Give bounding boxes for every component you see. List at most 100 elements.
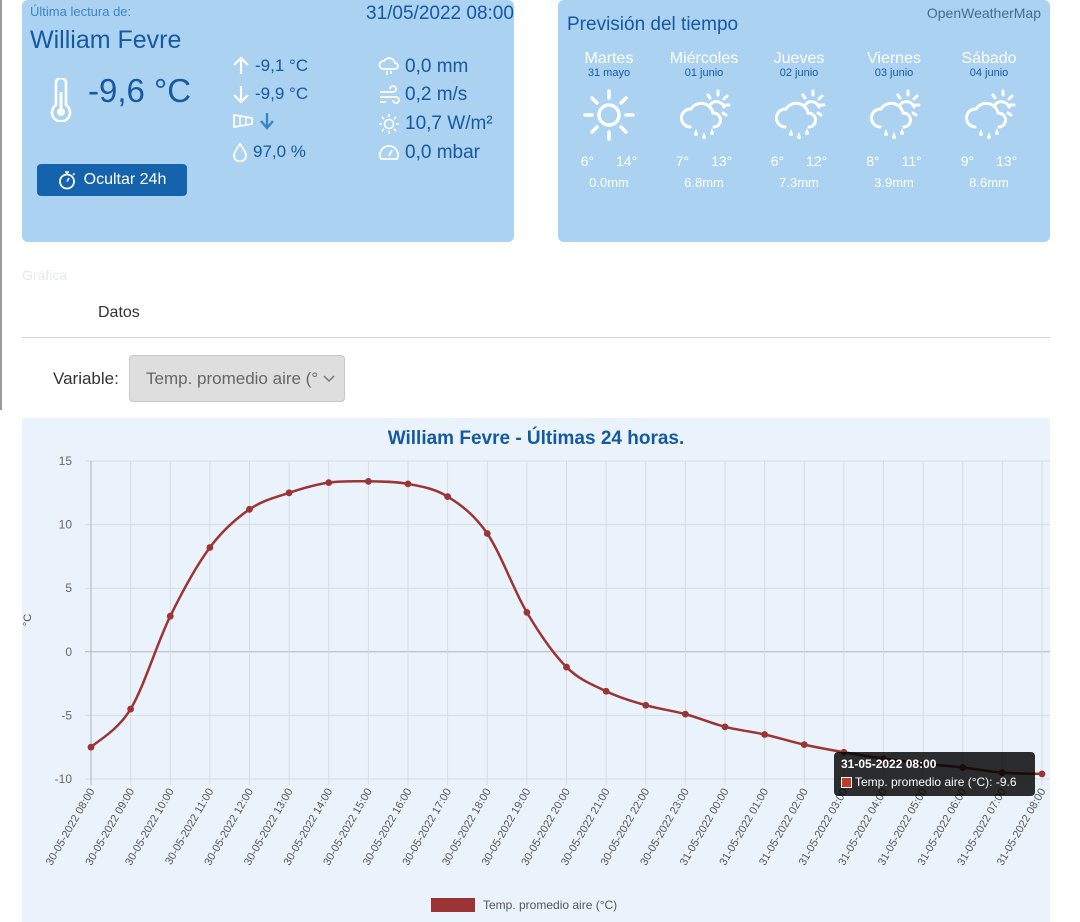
current-conditions-card: Última lectura de: 31/05/2022 08:00 Will… bbox=[22, 0, 514, 242]
forecast-max: 13° bbox=[996, 153, 1018, 169]
forecast-max: 14° bbox=[616, 153, 638, 169]
arrow-up-icon bbox=[233, 56, 249, 74]
chart-title: William Fevre - Últimas 24 horas. bbox=[387, 428, 685, 449]
chart-tooltip: 31-05-2022 08:00 Temp. promedio aire (°C… bbox=[834, 752, 1035, 796]
chart-legend[interactable]: Temp. promedio aire (°C) bbox=[431, 898, 617, 912]
forecast-day-name: Sábado bbox=[961, 50, 1017, 67]
y-tick-label: 15 bbox=[59, 454, 73, 468]
forecast-day-date: 04 junio bbox=[969, 67, 1009, 79]
y-tick-label: 10 bbox=[59, 518, 73, 532]
legend-label: Temp. promedio aire (°C) bbox=[483, 898, 618, 912]
sun-icon bbox=[583, 89, 635, 141]
y-tick-label: 5 bbox=[65, 581, 72, 595]
last-reading-label: Última lectura de: bbox=[30, 4, 132, 19]
forecast-day-date: 03 junio bbox=[874, 67, 914, 79]
wind-direction-arrow-icon bbox=[260, 113, 274, 130]
rain-sun-icon bbox=[965, 89, 1016, 139]
data-point bbox=[404, 480, 412, 488]
chart-panel: William Fevre - Últimas 24 horas. 15 10 5 0… bbox=[22, 418, 1050, 922]
forecast-min: 8° bbox=[866, 153, 880, 169]
variable-select[interactable]: Temp. promedio aire (° bbox=[129, 355, 345, 402]
y-tick-label: 0 bbox=[65, 645, 72, 659]
data-point bbox=[364, 477, 372, 485]
forecast-day-temps: 7° 13° bbox=[659, 153, 749, 169]
forecast-min: 7° bbox=[675, 153, 690, 169]
solar-radiation: 10,7 W/m² bbox=[405, 113, 493, 134]
windsock-icon bbox=[233, 113, 253, 129]
forecast-card: Previsión del tiempo OpenWeatherMap Mart… bbox=[558, 0, 1050, 242]
forecast-max: 12° bbox=[806, 153, 828, 169]
data-point bbox=[800, 741, 808, 749]
forecast-day-icon bbox=[849, 85, 939, 145]
tab-datos[interactable]: Datos bbox=[98, 304, 140, 321]
data-point bbox=[602, 687, 610, 695]
rain-cloud-icon bbox=[378, 57, 399, 75]
forecast-source: OpenWeatherMap bbox=[926, 5, 1041, 21]
data-point bbox=[642, 701, 650, 709]
forecast-day-name: Miércoles bbox=[669, 50, 739, 67]
rain: 0,0 mm bbox=[405, 56, 469, 77]
data-point bbox=[563, 663, 570, 671]
radiation-row: 10,7 W/m² bbox=[378, 113, 493, 135]
forecast-day-name: Martes bbox=[584, 50, 634, 67]
pressure: 0,0 mbar bbox=[405, 142, 480, 163]
temp-min-row: -9,9 °C bbox=[232, 84, 308, 104]
data-point bbox=[761, 731, 769, 738]
wind-speed: 0,2 m/s bbox=[405, 84, 468, 105]
forecast-day-name: Viernes bbox=[867, 50, 921, 67]
data-point bbox=[681, 710, 689, 718]
forecast-day: Viernes 03 junio 8° 11° 3.9mm bbox=[849, 50, 939, 190]
forecast-max: 13° bbox=[711, 153, 733, 169]
temp-max-row: -9,1 °C bbox=[232, 56, 308, 76]
forecast-day-name: Jueves bbox=[773, 50, 825, 67]
tabs-divider bbox=[22, 337, 1050, 338]
y-tick-label: -5 bbox=[61, 708, 72, 722]
forecast-day: Jueves 02 junio 6° 12° 7.3mm bbox=[754, 50, 844, 190]
wind-direction-row bbox=[232, 112, 275, 130]
forecast-day-icon bbox=[754, 85, 844, 145]
data-point bbox=[325, 479, 333, 487]
y-tick-label: -10 bbox=[55, 772, 73, 786]
variable-selected-value: Temp. promedio aire (° bbox=[146, 368, 319, 388]
rain-sun-icon bbox=[870, 89, 921, 139]
forecast-day: Sábado 04 junio 9° 13° 8.6mm bbox=[944, 50, 1034, 190]
forecast-min: 6° bbox=[580, 153, 595, 169]
hide-24h-label: Ocultar 24h bbox=[83, 171, 167, 188]
forecast-day-date: 31 mayo bbox=[587, 67, 631, 79]
temp-min: -9,9 °C bbox=[255, 84, 309, 103]
temp-max: -9,1 °C bbox=[255, 56, 309, 75]
humidity-row: 97,0 % bbox=[232, 142, 306, 162]
tab-grafica[interactable]: Gráfica bbox=[22, 267, 68, 283]
hide-24h-button[interactable]: Ocultar 24h bbox=[37, 164, 187, 196]
wind-icon bbox=[380, 85, 400, 104]
window-edge bbox=[0, 0, 2, 410]
data-point bbox=[246, 505, 253, 513]
forecast-day-icon bbox=[659, 85, 749, 145]
tooltip-swatch bbox=[841, 776, 852, 788]
forecast-rain: 8.6mm bbox=[969, 175, 1009, 190]
data-point bbox=[166, 612, 174, 620]
forecast-day-temps: 6° 12° bbox=[754, 153, 844, 169]
data-point bbox=[523, 608, 531, 616]
forecast-rain: 0.0mm bbox=[589, 175, 629, 190]
droplet-icon bbox=[233, 142, 247, 162]
gauge-icon bbox=[379, 145, 399, 160]
data-point bbox=[483, 530, 491, 537]
forecast-day-icon bbox=[564, 85, 654, 145]
data-point bbox=[127, 705, 135, 713]
current-temperature: -9,6 °C bbox=[88, 72, 192, 109]
tooltip-text: Temp. promedio aire (°C): -9.6 bbox=[855, 775, 1017, 789]
forecast-day-temps: 6° 14° bbox=[564, 153, 654, 169]
arrow-down-icon bbox=[233, 86, 249, 104]
rain-sun-icon bbox=[680, 89, 731, 139]
forecast-min: 6° bbox=[770, 153, 785, 169]
forecast-day-temps: 8° 11° bbox=[849, 153, 939, 169]
forecast-day: Martes 31 mayo 6° 14° 0.0mm bbox=[564, 50, 654, 190]
forecast-day: Miércoles 01 junio 7° 13° 6.8mm bbox=[659, 50, 749, 190]
stopwatch-icon bbox=[58, 171, 75, 190]
data-point bbox=[444, 493, 452, 501]
data-point bbox=[721, 723, 729, 731]
variable-label: Variable: bbox=[53, 369, 119, 388]
y-axis-label: °C bbox=[22, 614, 34, 626]
